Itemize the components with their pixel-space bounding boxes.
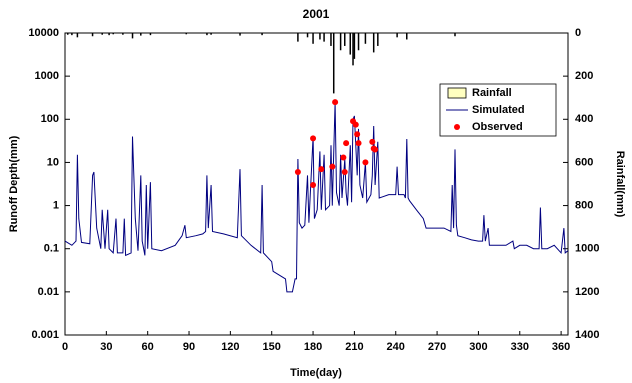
x-tick-label: 60 [142,341,154,353]
x-tick-label: 180 [304,341,322,353]
rain-bar [323,33,325,42]
x-tick-label: 0 [62,341,68,353]
observed-point [332,99,339,106]
y2-axis-title: Rainfall(mm) [614,151,626,218]
x-axis-title: Time(day) [290,367,342,379]
observed-point [343,140,350,147]
observed-point [362,159,369,166]
rain-bar [330,33,332,46]
x-tick-label: 330 [511,341,529,353]
observed-point [355,140,362,147]
y-tick-label: 1 [53,199,59,211]
rain-bar [377,33,379,46]
y-tick-label: 1000 [35,70,59,82]
x-tick-label: 120 [221,341,239,353]
observed-point [310,181,317,188]
x-tick-label: 240 [387,341,405,353]
rain-bar [206,33,208,36]
rain-bar [352,33,354,66]
x-tick-label: 90 [183,341,195,353]
legend-label: Simulated [472,104,525,116]
rain-bar [67,33,69,35]
simulated-line [64,102,569,293]
observed-point [354,131,361,138]
rain-bar [101,33,103,35]
rain-bar [353,33,356,59]
rain-bar [71,33,73,36]
observed-point [341,168,348,175]
rain-bar [344,33,346,46]
rain-bar [372,33,375,53]
x-tick-label: 270 [428,341,446,353]
chart-title: 2001 [303,7,330,21]
y2-tick-label: 1400 [575,329,599,341]
rain-bar [122,33,124,35]
y-tick-label: 100 [41,113,59,125]
observed-point [369,138,376,145]
rain-bar [339,33,342,51]
y2-tick-label: 0 [575,27,581,39]
legend-label: Rainfall [472,87,512,99]
observed-point [310,135,317,142]
rain-bar [131,33,134,39]
y-axis-title: Runoff Depth(mm) [8,135,20,232]
rain-bar [396,33,398,38]
y2-tick-label: 600 [575,156,593,168]
legend-swatch [447,87,467,99]
legend-label: Observed [472,121,523,133]
rain-bar [91,33,94,37]
rain-bar [454,33,456,37]
rain-bar [261,33,263,36]
rain-bar [76,33,79,38]
observed-point [294,168,301,175]
y2-tick-label: 1000 [575,243,599,255]
y2-tick-label: 200 [575,70,593,82]
x-tick-label: 360 [552,341,570,353]
y-tick-label: 10000 [28,27,59,39]
y-tick-label: 0.01 [38,286,59,298]
rain-bar [210,33,212,35]
observed-point [318,166,325,173]
rain-bar [108,33,110,36]
x-tick-label: 150 [263,341,281,353]
observed-point [340,154,347,161]
rain-bar [319,33,321,40]
y2-tick-label: 400 [575,113,593,125]
plot-frame [64,32,569,336]
y2-tick-label: 1200 [575,286,599,298]
rain-bar [306,33,309,38]
rain-bar [297,33,299,42]
x-tick-label: 30 [100,341,112,353]
y-tick-label: 0.1 [44,243,59,255]
y-tick-label: 10 [47,156,59,168]
observed-point [372,146,379,153]
legend-swatch [454,124,460,130]
x-tick-label: 210 [345,341,363,353]
rain-bar [149,33,152,36]
rain-bar [406,33,408,40]
y2-tick-label: 800 [575,199,593,211]
rain-bar [357,33,360,51]
rain-bar [364,33,367,44]
rain-bar [239,33,241,36]
rain-bar [332,33,335,94]
observed-point [329,163,336,170]
rain-bar [140,33,142,36]
rain-bar [312,33,314,44]
observed-point [352,121,359,128]
rain-bar [112,33,114,35]
rain-bar [349,33,352,55]
x-tick-label: 300 [469,341,487,353]
y-tick-label: 0.001 [31,329,59,341]
rain-bar [185,33,188,35]
